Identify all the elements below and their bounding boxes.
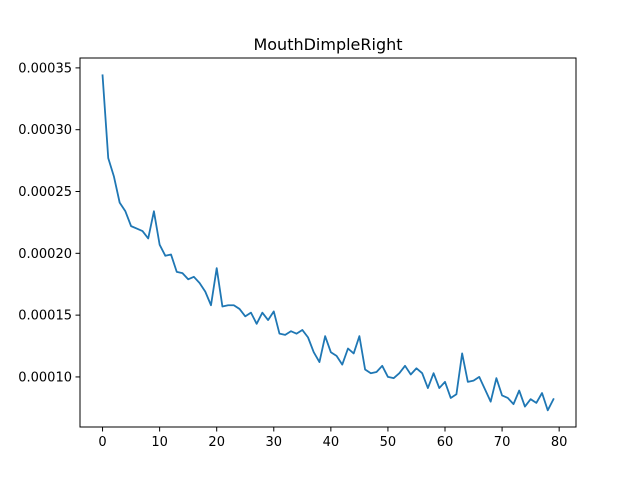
axes-frame: [79, 57, 577, 428]
x-tick-label: 80: [551, 435, 568, 450]
x-tick-label: 60: [437, 435, 454, 450]
x-tick-label: 10: [151, 435, 168, 450]
series-line-0: [101, 74, 555, 412]
y-tick-label: 0.00025: [18, 185, 72, 200]
x-tick-label: 30: [266, 435, 283, 450]
x-tick-label: 0: [98, 435, 106, 450]
x-tick-label: 70: [494, 435, 511, 450]
y-tick-label: 0.00030: [18, 123, 72, 138]
y-tick-label: 0.00035: [18, 61, 72, 76]
x-tick-label: 40: [323, 435, 340, 450]
y-tick-label: 0.00015: [18, 309, 72, 324]
y-tick-label: 0.00020: [18, 247, 72, 262]
x-tick-label: 20: [208, 435, 225, 450]
x-tick-label: 50: [380, 435, 397, 450]
chart-title: MouthDimpleRight: [253, 35, 402, 54]
plot-area: [101, 74, 555, 412]
axes: 0 10 20 30 40 50 60 70 80 0.00010 0.00015 0.00020 0.…: [18, 57, 577, 450]
y-tick-label: 0.00010: [18, 370, 72, 385]
